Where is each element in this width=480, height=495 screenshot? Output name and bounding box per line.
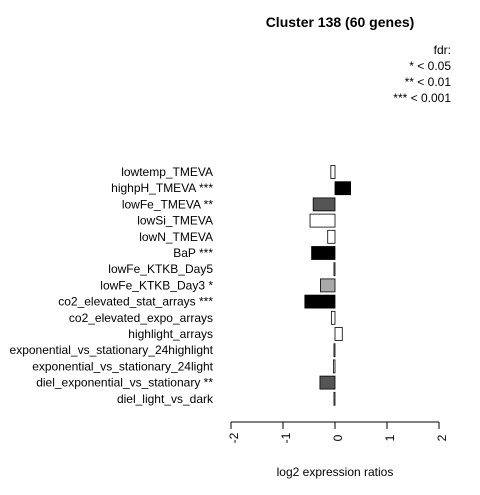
bar-12 xyxy=(333,343,336,358)
x-tick-label-5: 2 xyxy=(435,434,449,441)
chart-title: Cluster 138 (60 genes) xyxy=(266,14,415,30)
category-label-6: BaP *** xyxy=(173,246,213,260)
category-label-15: diel_light_vs_dark xyxy=(117,392,214,406)
category-label-14: diel_exponential_vs_stationary ** xyxy=(36,376,213,390)
bar-6 xyxy=(311,246,336,260)
category-label-1: lowtemp_TMEVA xyxy=(121,165,213,179)
category-label-4: lowSi_TMEVA xyxy=(137,214,213,228)
bar-8 xyxy=(320,278,336,293)
x-axis: -2 -1 0 1 2 xyxy=(227,421,449,443)
bar-9 xyxy=(304,294,336,309)
bar-4 xyxy=(309,213,336,228)
bar-5 xyxy=(327,229,336,244)
bar-14 xyxy=(319,375,336,390)
x-tick-label-1: -2 xyxy=(227,432,241,443)
bar-series xyxy=(304,165,352,406)
bar-11 xyxy=(334,327,343,341)
category-label-7: lowFe_KTKB_Day5 xyxy=(108,262,213,276)
legend-entry-1: * < 0.05 xyxy=(409,59,451,73)
bar-1 xyxy=(330,165,336,179)
category-label-2: highpH_TMEVA *** xyxy=(111,181,213,195)
category-label-10: co2_elevated_expo_arrays xyxy=(69,311,213,325)
bar-13 xyxy=(333,359,336,374)
category-labels: lowtemp_TMEVA highpH_TMEVA *** lowFe_TMEVA… xyxy=(10,165,214,406)
fdr-legend: fdr: * < 0.05 ** < 0.01 *** < 0.001 xyxy=(393,43,451,105)
bar-10 xyxy=(330,310,336,325)
legend-title: fdr: xyxy=(434,43,451,57)
legend-entry-2: ** < 0.01 xyxy=(405,75,452,89)
x-tick-label-2: -1 xyxy=(279,432,293,443)
bar-15 xyxy=(333,391,336,406)
category-label-8: lowFe_KTKB_Day3 * xyxy=(100,278,213,292)
x-tick-label-4: 1 xyxy=(383,434,397,441)
bar-3 xyxy=(312,197,336,212)
category-label-3: lowFe_TMEVA ** xyxy=(122,197,213,211)
legend-entry-3: *** < 0.001 xyxy=(393,91,451,105)
category-label-13: exponential_vs_stationary_24light xyxy=(32,359,213,373)
bar-2 xyxy=(334,181,352,196)
x-tick-label-3: 0 xyxy=(331,434,345,441)
category-label-5: lowN_TMEVA xyxy=(139,230,213,244)
x-axis-label: log2 expression ratios xyxy=(277,465,394,479)
category-label-12: exponential_vs_stationary_24highlight xyxy=(10,343,214,357)
category-label-11: highlight_arrays xyxy=(128,327,213,341)
category-label-9: co2_elevated_stat_arrays *** xyxy=(58,295,213,309)
bar-7 xyxy=(333,262,336,277)
